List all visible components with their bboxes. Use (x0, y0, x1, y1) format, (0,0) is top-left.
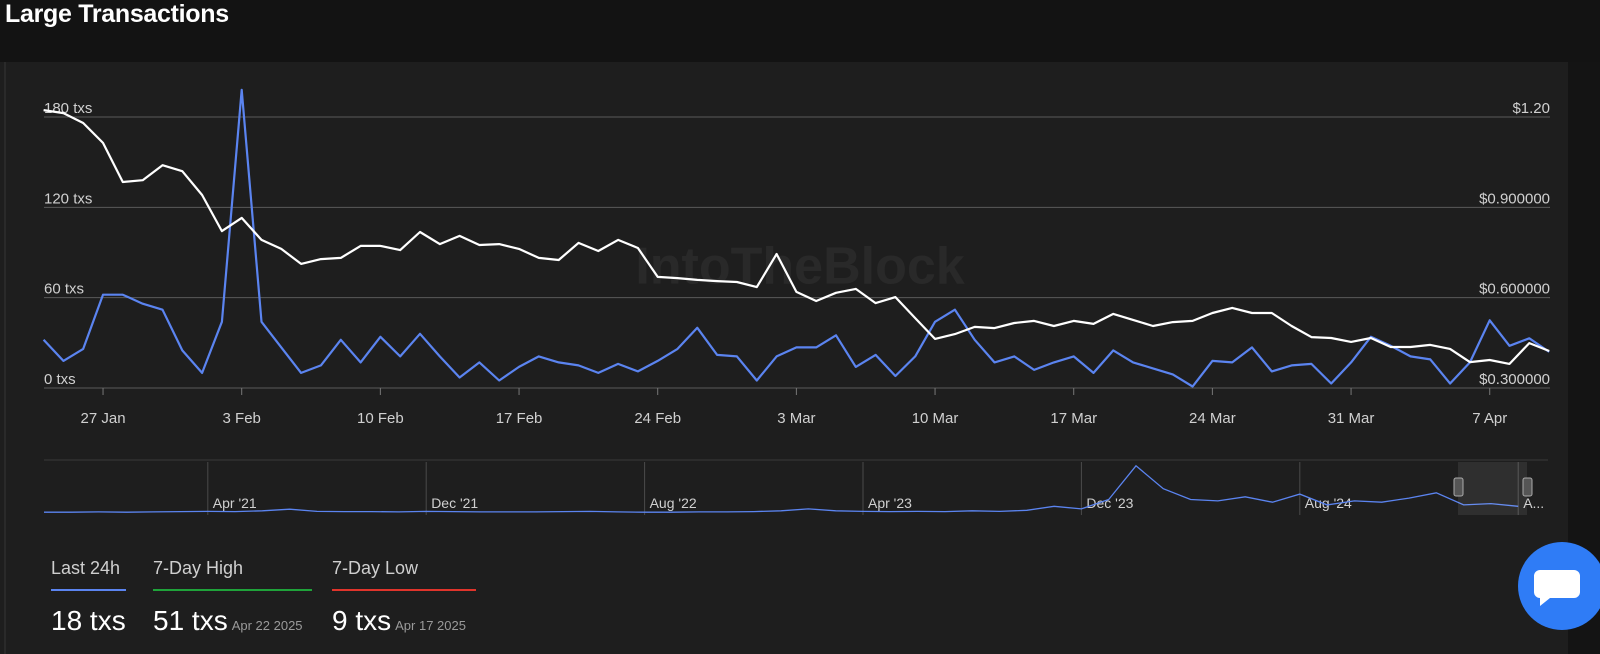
y2-tick-label: $0.600000 (1479, 281, 1550, 298)
navigator-handle[interactable] (1522, 477, 1533, 497)
stat-value: 18 txs (51, 605, 126, 636)
x-tick-label: 31 Mar (1328, 410, 1375, 427)
navigator-label: Apr '23 (868, 495, 912, 511)
stat-value: 9 txs (332, 605, 392, 636)
navigator-label: Aug '22 (650, 495, 697, 511)
stat-value: 51 txs (153, 605, 228, 636)
chart-panel (4, 62, 1570, 654)
x-tick-label: 17 Mar (1050, 410, 1097, 427)
x-tick-label: 10 Feb (357, 410, 404, 427)
x-tick-label: 24 Feb (634, 410, 681, 427)
watermark: IntoTheBlock (635, 238, 964, 296)
stat-date: Apr 22 2025 (231, 618, 303, 633)
series-line (43, 109, 1550, 365)
navigator-label: Apr '21 (213, 495, 257, 511)
y-tick-label: 60 txs (44, 281, 84, 298)
x-tick-label: 3 Feb (223, 410, 261, 427)
navigator-line (44, 464, 1519, 513)
x-tick-label: 10 Mar (912, 410, 959, 427)
header: Large Transactions (0, 0, 1600, 62)
x-tick-label: 3 Mar (777, 410, 815, 427)
navigator-window[interactable] (1458, 462, 1527, 515)
stat-date: Apr 17 2025 (395, 618, 466, 633)
stat: 7-Day High 51 txs Apr 22 2025 (153, 558, 312, 637)
y2-tick-label: $0.900000 (1479, 190, 1550, 207)
x-tick-label: 24 Mar (1189, 410, 1236, 427)
x-tick-label: 27 Jan (81, 410, 126, 427)
x-tick-label: 7 Apr (1472, 410, 1507, 427)
series-line (42, 88, 1550, 388)
y2-tick-label: $0.300000 (1479, 371, 1550, 388)
chat-icon (1534, 570, 1580, 606)
navigator-label: Dec '23 (1086, 495, 1133, 511)
y-tick-label: 0 txs (44, 371, 76, 388)
navigator-label: Aug '24 (1305, 495, 1352, 511)
title: Large Transactions (5, 0, 229, 28)
navigator-label: Dec '21 (431, 495, 478, 511)
stat-label: 7-Day High (153, 558, 312, 591)
x-tick-label: 17 Feb (496, 410, 543, 427)
stat-label: Last 24h (51, 558, 126, 591)
y-tick-label: 120 txs (44, 190, 92, 207)
y2-tick-label: $1.20 (1512, 100, 1550, 117)
stat: 7-Day Low 9 txs Apr 17 2025 (332, 558, 476, 637)
navigator-label: A... (1523, 495, 1544, 511)
stat: Last 24h 18 txs (51, 558, 126, 637)
navigator-handle[interactable] (1453, 477, 1464, 497)
stat-label: 7-Day Low (332, 558, 476, 591)
